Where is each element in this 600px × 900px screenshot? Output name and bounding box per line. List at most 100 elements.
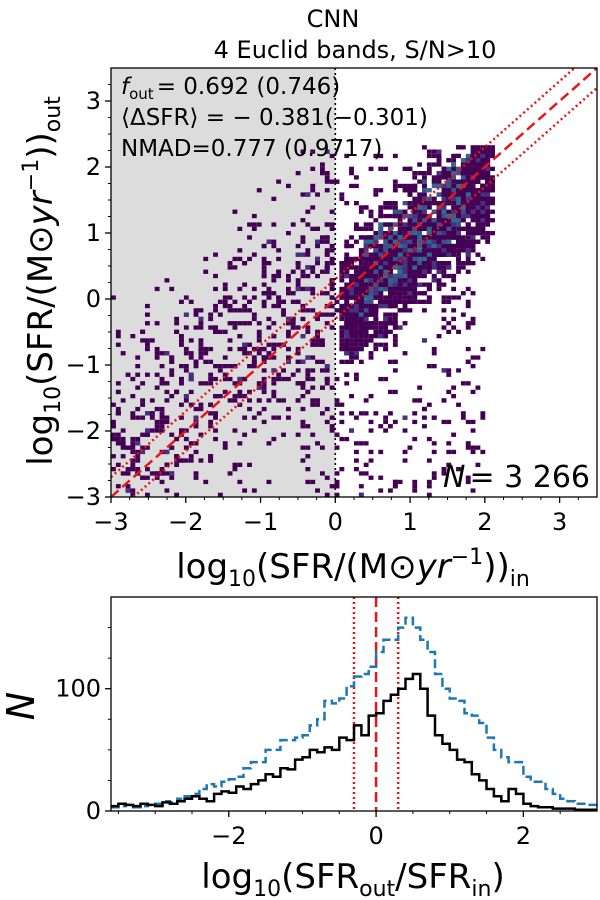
heatmap-cell bbox=[402, 269, 408, 274]
heatmap-cell bbox=[465, 175, 471, 180]
heatmap-cell bbox=[154, 351, 160, 356]
heatmap-cell bbox=[446, 192, 452, 197]
heatmap-cell bbox=[286, 376, 291, 382]
heatmap-cell bbox=[368, 252, 374, 257]
heatmap-cell bbox=[310, 355, 316, 360]
heatmap-cell bbox=[412, 239, 418, 244]
heatmap-cell bbox=[470, 389, 476, 395]
heatmap-cell bbox=[383, 329, 389, 334]
heatmap-cell bbox=[290, 299, 296, 304]
heatmap-cell bbox=[412, 171, 418, 176]
heatmap-cell bbox=[460, 415, 466, 420]
heatmap-cell bbox=[436, 218, 442, 223]
heatmap-cell bbox=[115, 329, 121, 334]
heatmap-cell bbox=[358, 411, 364, 416]
heatmap-cell bbox=[446, 183, 452, 189]
heatmap-cell bbox=[188, 355, 194, 360]
heatmap-cell bbox=[232, 428, 238, 433]
heatmap-cell bbox=[446, 273, 452, 279]
heatmap-cell bbox=[174, 454, 180, 459]
heatmap-cell bbox=[305, 273, 311, 279]
heatmap-cell bbox=[422, 424, 427, 429]
heatmap-cell bbox=[286, 415, 291, 420]
heatmap-cell bbox=[470, 183, 476, 189]
heatmap-cell bbox=[446, 321, 452, 326]
heatmap-cell bbox=[373, 278, 379, 283]
heatmap-cell bbox=[198, 325, 204, 330]
heatmap-cell bbox=[295, 351, 301, 356]
heatmap-cell bbox=[426, 458, 432, 463]
heatmap-cell bbox=[149, 398, 155, 403]
heatmap-cell bbox=[334, 398, 340, 403]
heatmap-cell bbox=[271, 389, 277, 395]
heatmap-cell bbox=[261, 419, 267, 425]
heatmap-cell bbox=[339, 261, 345, 266]
heatmap-cell bbox=[465, 235, 471, 240]
heatmap-cell bbox=[436, 231, 442, 236]
heatmap-cell bbox=[329, 325, 335, 330]
heatmap-cell bbox=[324, 235, 330, 240]
heatmap-cell bbox=[431, 209, 437, 214]
heatmap-cell bbox=[407, 226, 413, 231]
heatmap-cell bbox=[193, 406, 199, 412]
heatmap-cell bbox=[164, 488, 170, 493]
heatmap-cell bbox=[198, 402, 204, 407]
heatmap-cell bbox=[208, 325, 214, 330]
heatmap-cell bbox=[242, 261, 248, 266]
heatmap-cell bbox=[111, 436, 116, 442]
heatmap-cell bbox=[266, 441, 272, 446]
heatmap-cell bbox=[456, 205, 461, 210]
heatmap-cell bbox=[329, 256, 335, 262]
heatmap-cell bbox=[441, 188, 447, 193]
heatmap-cell bbox=[334, 484, 340, 489]
heatmap-cell bbox=[237, 321, 243, 326]
heatmap-cell bbox=[295, 261, 301, 266]
heatmap-cell bbox=[426, 188, 432, 193]
heatmap-cell bbox=[286, 329, 291, 334]
heatmap-cell bbox=[392, 389, 398, 395]
heatmap-cell bbox=[373, 325, 379, 330]
heatmap-cell bbox=[237, 346, 243, 352]
heatmap-cell bbox=[378, 269, 384, 274]
heatmap-cell bbox=[276, 179, 282, 184]
heatmap-cell bbox=[388, 303, 393, 309]
heatmap-cell bbox=[446, 389, 452, 395]
heatmap-cell bbox=[354, 183, 359, 189]
heatmap-cell bbox=[451, 243, 457, 249]
heatmap-cell bbox=[465, 303, 471, 309]
heatmap-cell bbox=[417, 385, 423, 390]
heatmap-cell bbox=[295, 359, 301, 364]
heatmap-cell bbox=[256, 351, 262, 356]
heatmap-cell bbox=[368, 213, 374, 219]
heatmap-cell bbox=[397, 479, 403, 485]
heatmap-cell bbox=[349, 261, 354, 266]
bxlabel-close: ) bbox=[491, 857, 504, 897]
heatmap-cell bbox=[349, 295, 354, 300]
heatmap-cell bbox=[383, 205, 389, 210]
heatmap-cell bbox=[475, 209, 481, 214]
heatmap-cell bbox=[271, 346, 277, 352]
heatmap-cell bbox=[140, 449, 146, 455]
heatmap-cell bbox=[324, 149, 330, 154]
heatmap-cell bbox=[320, 269, 325, 274]
heatmap-cell bbox=[485, 158, 491, 163]
heatmap-cell bbox=[203, 256, 209, 262]
heatmap-cell bbox=[286, 231, 291, 236]
heatmap-cell bbox=[368, 282, 374, 287]
heatmap-cell bbox=[417, 252, 423, 257]
heatmap-cell bbox=[460, 201, 466, 206]
heatmap-cell bbox=[305, 308, 311, 313]
heatmap-cell bbox=[193, 475, 199, 480]
heatmap-cell bbox=[339, 192, 345, 197]
heatmap-cell bbox=[154, 424, 160, 429]
heatmap-cell bbox=[349, 303, 354, 309]
heatmap-cell bbox=[232, 265, 238, 270]
heatmap-cell bbox=[465, 188, 471, 193]
heatmap-cell bbox=[407, 299, 413, 304]
heatmap-cell bbox=[227, 265, 233, 270]
heatmap-cell bbox=[431, 278, 437, 283]
heatmap-cell bbox=[354, 226, 359, 231]
heatmap-cell bbox=[363, 329, 369, 334]
heatmap-cell bbox=[315, 488, 320, 493]
